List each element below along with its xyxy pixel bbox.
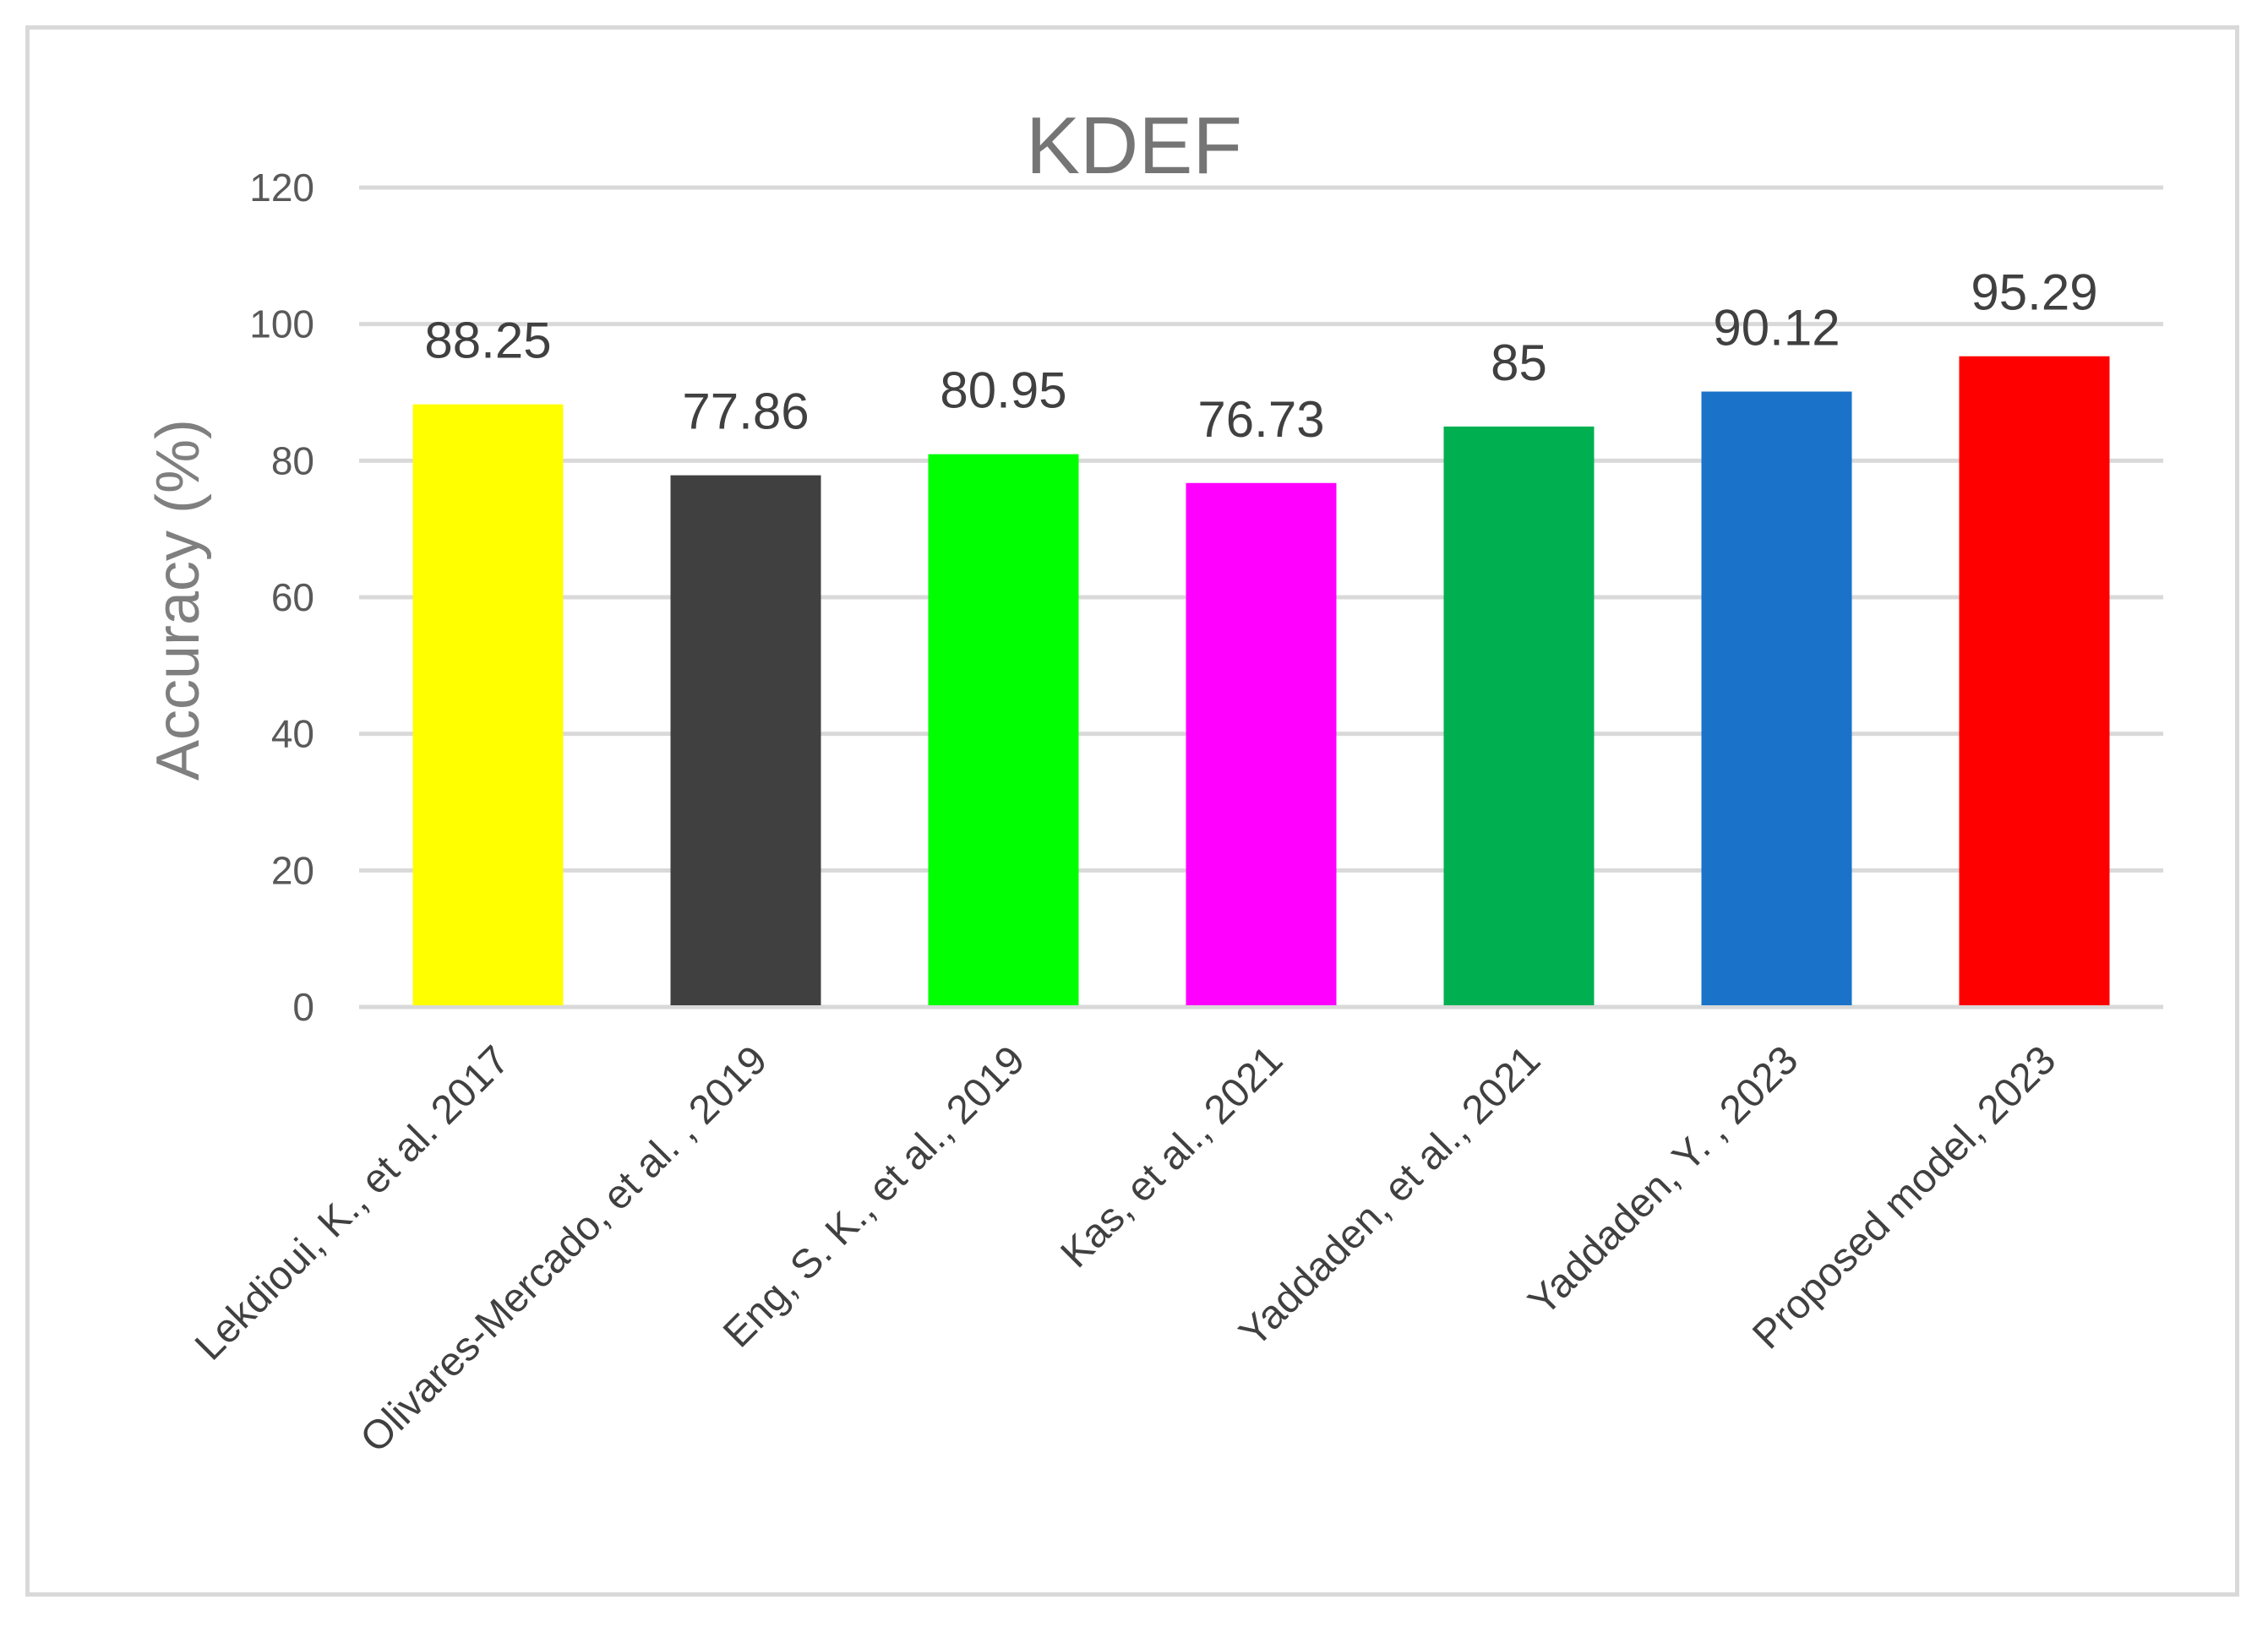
y-axis-label: Accuracy (%) (144, 419, 212, 781)
y-tick-label: 20 (271, 848, 314, 892)
bar-6 (1701, 391, 1852, 1005)
data-label: 77.86 (682, 384, 809, 440)
y-tick-label: 40 (271, 712, 314, 756)
chart-title: KDEF (1026, 101, 1242, 191)
x-axis-ticks: Lekdioui, K., et al. 2017Olivares-Mercad… (187, 1037, 2064, 1461)
bar-5 (1443, 426, 1595, 1006)
y-tick-label: 0 (292, 985, 314, 1029)
gridlines (359, 185, 2163, 1009)
data-label: 85 (1491, 335, 1547, 391)
x-tick-label: Kas, et al., 2021 (1053, 1037, 1292, 1276)
chart-area (25, 25, 2239, 1597)
x-tick-label: Olivares-Mercado, et al. , 2019 (352, 1037, 777, 1461)
x-tick-label: Yaddaden, Y. , 2023 (1520, 1037, 1807, 1324)
bar-7 (1959, 356, 2110, 1006)
bar-4 (1186, 482, 1337, 1005)
data-label: 95.29 (1971, 264, 2097, 321)
bar-3 (928, 454, 1079, 1005)
x-tick-label: Eng, S. K., et al., 2019 (715, 1037, 1033, 1356)
bar-1 (412, 404, 564, 1005)
y-tick-label: 100 (249, 302, 314, 346)
y-axis-ticks: 0 20 40 60 80 100 120 (249, 166, 314, 1029)
y-tick-label: 60 (271, 575, 314, 619)
data-label: 90.12 (1713, 300, 1840, 356)
bars (412, 356, 2110, 1006)
data-label: 80.95 (940, 362, 1066, 419)
y-tick-label: 80 (271, 438, 314, 482)
data-label: 76.73 (1197, 391, 1324, 448)
data-label: 88.25 (424, 313, 551, 369)
bar-2 (670, 475, 821, 1005)
x-tick-label: Yaddaden, et al., 2021 (1231, 1037, 1550, 1356)
y-tick-label: 120 (249, 166, 314, 209)
data-labels: 88.25 77.86 80.95 76.73 85 90.12 95.29 (424, 264, 2097, 448)
x-tick-label: Proposed model, 2023 (1744, 1037, 2064, 1358)
